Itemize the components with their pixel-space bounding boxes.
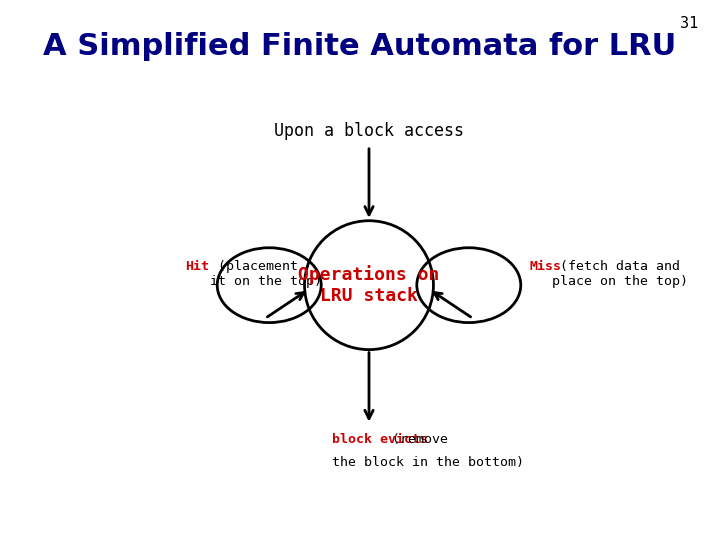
Text: A Simplified Finite Automata for LRU: A Simplified Finite Automata for LRU [43,32,677,62]
Text: Miss: Miss [529,260,561,273]
Text: Hit: Hit [185,260,209,273]
Text: the block in the bottom): the block in the bottom) [332,456,523,469]
Text: (fetch data and
place on the top): (fetch data and place on the top) [552,260,688,288]
Text: (placement
it on the top): (placement it on the top) [210,260,322,288]
Text: Upon a block access: Upon a block access [274,122,464,140]
Text: (remove: (remove [384,433,448,446]
Text: Operations on
LRU stack: Operations on LRU stack [298,265,440,305]
Text: block evicts: block evicts [332,433,428,446]
Text: 31: 31 [680,16,698,31]
